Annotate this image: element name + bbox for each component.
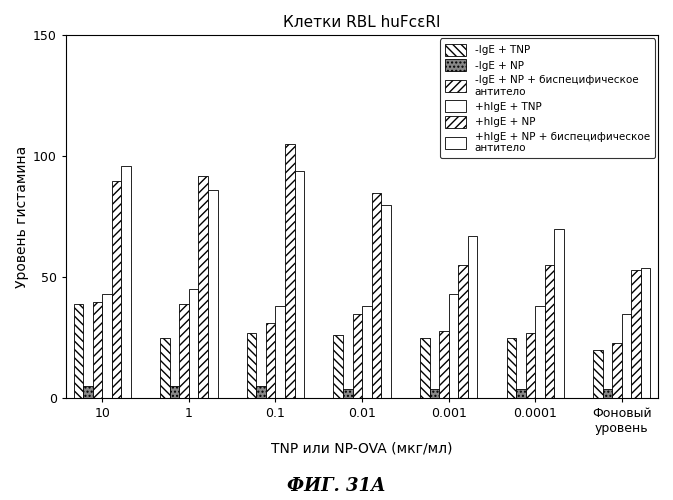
Bar (507, 338, 516, 398)
Bar (526, 333, 535, 398)
Bar (180, 304, 189, 398)
Bar (112, 180, 121, 398)
Bar (256, 386, 266, 398)
Bar (535, 306, 544, 398)
Bar (631, 270, 641, 398)
Bar (343, 388, 353, 398)
Bar (199, 176, 208, 398)
Bar (295, 171, 304, 398)
Bar (247, 333, 256, 398)
Bar (371, 192, 381, 398)
Y-axis label: Уровень гистамина: Уровень гистамина (15, 146, 29, 288)
Bar (449, 294, 458, 399)
Bar (429, 388, 439, 398)
Bar (458, 266, 468, 398)
Bar (516, 388, 526, 398)
Bar (468, 236, 477, 398)
Bar (602, 388, 612, 398)
X-axis label: TNP или NP-OVA (мкг/мл): TNP или NP-OVA (мкг/мл) (271, 441, 453, 455)
Bar (439, 330, 449, 398)
Bar (189, 290, 199, 399)
Bar (74, 304, 83, 398)
Bar (121, 166, 131, 398)
Bar (641, 268, 650, 398)
Title: Клетки RBL huFcεRI: Клетки RBL huFcεRI (283, 15, 441, 30)
Bar (362, 306, 371, 398)
Bar (170, 386, 180, 398)
Bar (593, 350, 602, 399)
Text: ФИГ. 31А: ФИГ. 31А (287, 477, 386, 495)
Bar (266, 324, 275, 398)
Bar (334, 336, 343, 398)
Bar (544, 266, 554, 398)
Legend: -IgE + TNP, -IgE + NP, -IgE + NP + биспецифическое
антитело, +hIgE + TNP, +hIgE : -IgE + TNP, -IgE + NP, -IgE + NP + биспе… (440, 38, 655, 158)
Bar (93, 302, 102, 398)
Bar (353, 314, 362, 398)
Bar (83, 386, 93, 398)
Bar (622, 314, 631, 398)
Bar (160, 338, 170, 398)
Bar (554, 229, 564, 398)
Bar (208, 190, 217, 398)
Bar (275, 306, 285, 398)
Bar (420, 338, 429, 398)
Bar (612, 342, 622, 398)
Bar (285, 144, 295, 398)
Bar (381, 205, 390, 398)
Bar (102, 294, 112, 399)
